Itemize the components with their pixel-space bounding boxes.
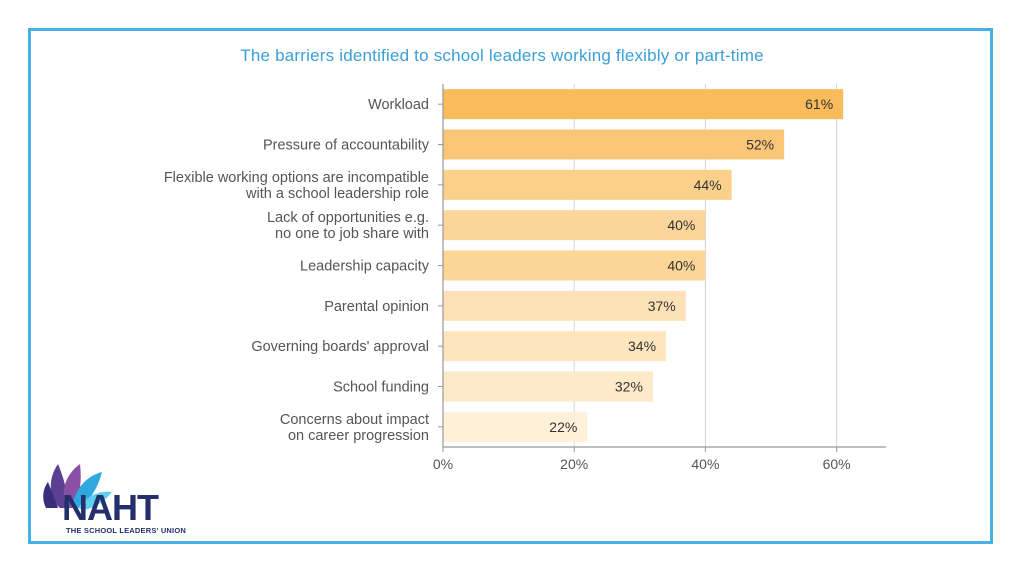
bar bbox=[443, 371, 653, 402]
bar-value-label: 34% bbox=[628, 338, 656, 354]
x-tick-label: 60% bbox=[823, 456, 851, 472]
bar bbox=[443, 210, 706, 241]
bar bbox=[443, 290, 686, 321]
bar bbox=[443, 89, 844, 120]
bar bbox=[443, 169, 732, 200]
bar bbox=[443, 250, 706, 281]
logo-tagline: THE SCHOOL LEADERS' UNION bbox=[66, 526, 186, 535]
naht-logo: NAHT bbox=[43, 464, 160, 528]
category-label: Lack of opportunities e.g. no one to job … bbox=[267, 210, 429, 242]
bar bbox=[443, 331, 667, 362]
x-tick-label: 40% bbox=[691, 456, 719, 472]
bar-value-label: 22% bbox=[549, 419, 577, 435]
bar-value-label: 52% bbox=[746, 137, 774, 153]
bar-value-label: 44% bbox=[694, 177, 722, 193]
bar-value-label: 32% bbox=[615, 379, 643, 395]
bar bbox=[443, 411, 588, 442]
category-label: Leadership capacity bbox=[300, 259, 430, 275]
x-tick-label: 0% bbox=[433, 456, 453, 472]
bar-value-label: 40% bbox=[667, 217, 695, 233]
category-label: School funding bbox=[333, 380, 429, 396]
category-label: Pressure of accountability bbox=[263, 138, 430, 154]
category-label: Governing boards' approval bbox=[251, 339, 429, 355]
x-tick-label: 20% bbox=[560, 456, 588, 472]
category-label: Flexible working options are incompatibl… bbox=[164, 170, 429, 202]
bars: 61% 52% 44% 40% 40% 37% 34% 32% 22% bbox=[443, 89, 844, 442]
bar-value-label: 61% bbox=[805, 96, 833, 112]
bar bbox=[443, 129, 785, 160]
category-label: Concerns about impact on career progressi… bbox=[280, 412, 429, 444]
chart-title: The barriers identified to school leader… bbox=[240, 46, 764, 65]
lotus-petals-icon bbox=[43, 464, 112, 510]
bar-value-label: 37% bbox=[648, 298, 676, 314]
axes: 0% 20% 40% 60% bbox=[433, 84, 886, 472]
bar-value-label: 40% bbox=[667, 258, 695, 274]
category-label: Parental opinion bbox=[324, 299, 429, 315]
category-label: Workload bbox=[368, 97, 429, 113]
category-labels: Workload Pressure of accountability Flexib… bbox=[164, 97, 430, 444]
logo-wordmark: NAHT bbox=[62, 487, 159, 528]
